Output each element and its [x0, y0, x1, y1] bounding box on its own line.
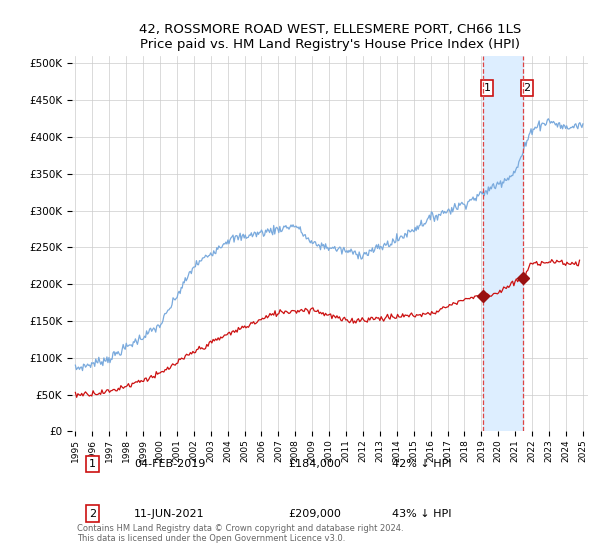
Title: 42, ROSSMORE ROAD WEST, ELLESMERE PORT, CH66 1LS
Price paid vs. HM Land Registry: 42, ROSSMORE ROAD WEST, ELLESMERE PORT, …: [139, 22, 521, 50]
Text: 2: 2: [89, 508, 96, 519]
Text: £209,000: £209,000: [289, 508, 341, 519]
Text: £184,000: £184,000: [289, 459, 341, 469]
Text: 43% ↓ HPI: 43% ↓ HPI: [392, 508, 451, 519]
Text: 04-FEB-2019: 04-FEB-2019: [134, 459, 205, 469]
Text: 2: 2: [524, 83, 530, 93]
Text: 1: 1: [89, 459, 96, 469]
Bar: [483, 56, 523, 431]
Text: 1: 1: [484, 83, 491, 93]
Text: Contains HM Land Registry data © Crown copyright and database right 2024.
This d: Contains HM Land Registry data © Crown c…: [77, 524, 404, 543]
Text: 11-JUN-2021: 11-JUN-2021: [134, 508, 205, 519]
Text: 42% ↓ HPI: 42% ↓ HPI: [392, 459, 452, 469]
